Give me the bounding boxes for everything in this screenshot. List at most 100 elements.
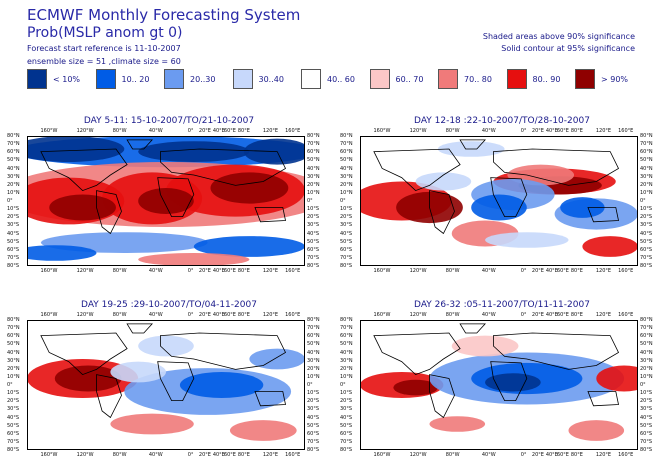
lon-label: 40°W xyxy=(481,312,496,318)
lon-label: 160°W xyxy=(40,312,58,318)
lat-label: 80°S xyxy=(340,447,353,453)
lat-label: 50°N xyxy=(7,341,20,348)
lat-label: 80°N xyxy=(7,133,20,139)
map-frame xyxy=(27,320,305,450)
lat-label: 60°S xyxy=(7,246,20,253)
lat-label: 40°N xyxy=(340,349,353,356)
lat-label: 50°N xyxy=(307,157,320,164)
legend-label-8: > 90% xyxy=(601,75,629,84)
lat-label: 70°S xyxy=(7,254,20,261)
lon-label: 20°E xyxy=(198,312,211,318)
lat-label: 70°N xyxy=(640,325,653,332)
lon-label: 80°E xyxy=(570,452,583,458)
lat-label: 70°N xyxy=(640,141,653,148)
lat-label: 50°S xyxy=(640,238,653,245)
lat-label: 50°N xyxy=(307,341,320,348)
lon-label: 120°E xyxy=(595,128,612,134)
lat-label: 20°N xyxy=(640,365,653,372)
lon-label: 40°W xyxy=(148,312,163,318)
probability-region xyxy=(560,197,605,218)
legend-swatch-7 xyxy=(506,69,527,89)
coastline xyxy=(490,361,528,401)
lon-label: 120°E xyxy=(262,452,279,458)
lat-label: 40°S xyxy=(7,414,20,421)
lon-label: 160°W xyxy=(40,268,58,274)
probability-region xyxy=(210,172,289,204)
lon-label: 160°E xyxy=(285,452,301,458)
lon-label: 0° xyxy=(520,268,527,274)
lat-label: 70°S xyxy=(307,438,320,445)
lon-label: 0° xyxy=(187,452,194,458)
start-reference: Forecast start reference is 11-10-2007 xyxy=(27,44,181,53)
lon-label: 40°W xyxy=(148,128,163,134)
lat-label: 60°N xyxy=(7,333,20,340)
lon-label: 60°E xyxy=(223,128,236,134)
lat-label: 20°S xyxy=(640,398,653,405)
lat-label: 40°S xyxy=(640,230,653,237)
lat-label: 40°N xyxy=(7,349,20,356)
coastline xyxy=(40,148,128,192)
lat-label: 20°S xyxy=(7,398,20,405)
coastline xyxy=(160,148,287,186)
legend-swatch-0 xyxy=(27,69,47,89)
lat-label: 50°S xyxy=(340,238,353,245)
lat-label: 50°N xyxy=(7,157,20,164)
lat-label: 30°N xyxy=(7,357,20,364)
probability-region xyxy=(179,372,264,398)
lon-label: 60°E xyxy=(223,312,236,318)
legend-label-4: 40.. 60 xyxy=(327,75,355,84)
lat-label: 40°N xyxy=(307,349,320,356)
probability-region xyxy=(582,236,638,257)
probability-region xyxy=(138,335,194,357)
lat-label: 70°S xyxy=(640,254,653,261)
map-frame xyxy=(360,320,638,450)
probability-map-4 xyxy=(360,320,638,450)
lat-label: 30°N xyxy=(307,173,320,180)
lat-label: 40°N xyxy=(640,349,653,356)
lat-label: 10°S xyxy=(340,390,353,397)
lat-label: 70°N xyxy=(7,141,20,148)
lat-label: 50°N xyxy=(340,157,353,164)
coastline xyxy=(96,374,122,419)
probability-region xyxy=(27,136,125,162)
lon-label: 160°W xyxy=(40,452,58,458)
probability-map-1 xyxy=(27,136,305,266)
coastline xyxy=(459,323,487,334)
legend-label-0: < 10% xyxy=(53,75,81,84)
lat-label: 50°S xyxy=(340,422,353,429)
lat-label: 40°N xyxy=(307,165,320,172)
lon-label: 20°E xyxy=(531,452,544,458)
lon-label: 60°E xyxy=(223,452,236,458)
lat-label: 40°N xyxy=(7,165,20,172)
lat-label: 30°N xyxy=(640,173,653,180)
lat-label: 30°N xyxy=(340,173,353,180)
legend-label-6: 70.. 80 xyxy=(464,75,492,84)
lon-label: 20°E xyxy=(531,268,544,274)
lon-label: 80°W xyxy=(445,312,460,318)
probability-region xyxy=(138,141,250,162)
coastline xyxy=(587,391,619,407)
lat-label: 50°S xyxy=(7,238,20,245)
panel-title-3: DAY 19-25 :29-10-2007/TO/04-11-2007 xyxy=(81,300,257,310)
lon-label: 120°W xyxy=(409,268,427,274)
lat-label: 60°N xyxy=(640,149,653,156)
probability-region xyxy=(110,361,166,383)
lat-label: 70°S xyxy=(340,438,353,445)
coastline xyxy=(493,332,620,370)
legend-label-1: 10.. 20 xyxy=(121,75,150,84)
lat-label: 40°S xyxy=(307,230,320,237)
lat-label: 10°N xyxy=(640,373,653,380)
lat-label: 70°S xyxy=(640,438,653,445)
legend-label-2: 20..30 xyxy=(190,75,216,84)
lon-label: 120°E xyxy=(595,268,612,274)
lon-label: 160°W xyxy=(373,452,391,458)
lon-label: 0° xyxy=(520,128,527,134)
lat-label: 60°N xyxy=(307,333,320,340)
lat-label: 0° xyxy=(7,198,13,204)
lat-label: 50°S xyxy=(307,422,320,429)
lat-label: 20°S xyxy=(307,398,320,405)
lat-label: 60°S xyxy=(307,246,320,253)
legend-swatch-6 xyxy=(438,69,458,89)
lat-label: 10°N xyxy=(7,373,20,380)
lat-label: 30°N xyxy=(340,357,353,364)
